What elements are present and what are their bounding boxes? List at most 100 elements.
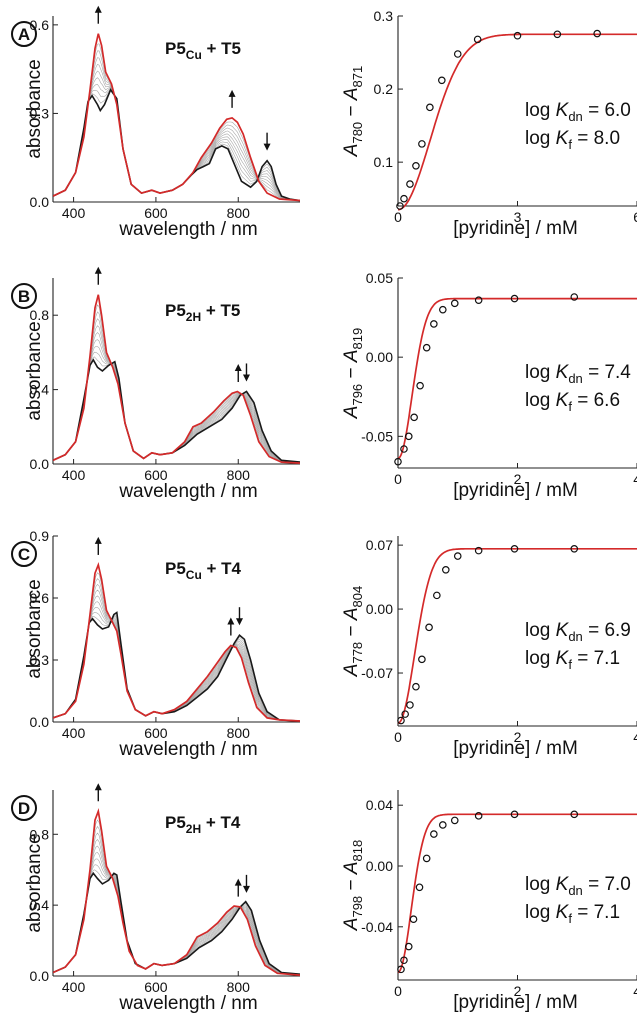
annotation: log Kdn = 7.4 bbox=[525, 362, 631, 386]
annot-value: 8.0 bbox=[594, 128, 620, 149]
y-tick-label: 0.00 bbox=[366, 858, 393, 874]
x-tick-label: 600 bbox=[144, 205, 168, 221]
y-tick-label: 0.3 bbox=[30, 105, 50, 121]
x-tick-label: 800 bbox=[227, 979, 251, 995]
annot-var: K bbox=[556, 390, 570, 411]
x-tick-label: 800 bbox=[227, 725, 251, 741]
intermediate-trace bbox=[53, 77, 300, 201]
annot-sub: dn bbox=[568, 883, 582, 898]
data-point bbox=[404, 432, 413, 441]
y-tick-label: 0.3 bbox=[30, 652, 50, 668]
arrow-down-icon bbox=[235, 607, 243, 626]
annot-var: K bbox=[556, 874, 570, 895]
ylabel-sub: 819 bbox=[350, 328, 365, 350]
data-point bbox=[394, 457, 402, 466]
annot-value: 6.0 bbox=[604, 100, 630, 121]
y-tick-label: 0.9 bbox=[30, 528, 50, 544]
data-point bbox=[426, 103, 434, 112]
y-tick-label: 0.0 bbox=[30, 456, 50, 472]
data-point bbox=[474, 546, 483, 555]
ylabel-var: A bbox=[341, 918, 362, 932]
data-point bbox=[430, 830, 438, 838]
annot-prefix: log bbox=[525, 100, 556, 121]
annot-value: 7.1 bbox=[594, 902, 620, 923]
annot-sub: dn bbox=[568, 629, 582, 644]
data-point bbox=[396, 202, 404, 210]
annot-sub: f bbox=[568, 137, 572, 152]
y-tick-label: 0.04 bbox=[366, 797, 393, 813]
y-axis-title: A780 − A871 bbox=[341, 66, 365, 157]
host-name: P5 bbox=[165, 813, 186, 832]
plus-sign: + bbox=[201, 813, 220, 832]
intermediate-trace bbox=[53, 88, 300, 201]
x-tick-label: 0 bbox=[394, 209, 402, 225]
host-subscript: 2H bbox=[186, 822, 201, 836]
spectrum-curves bbox=[53, 808, 300, 976]
data-point bbox=[439, 821, 447, 829]
y-axis-title: absorbance bbox=[24, 321, 45, 420]
ylabel-sub: 798 bbox=[350, 896, 365, 918]
x-tick-label: 3 bbox=[514, 209, 522, 225]
y-tick-label: 0.0 bbox=[30, 714, 50, 730]
y-axis-title: A778 − A804 bbox=[341, 586, 365, 677]
y-tick-label: 0.3 bbox=[374, 8, 394, 24]
annot-var: K bbox=[556, 902, 570, 923]
annot-eq: = bbox=[583, 100, 605, 121]
data-point bbox=[473, 35, 482, 44]
x-tick-label: 800 bbox=[227, 205, 251, 221]
spectrum-curves bbox=[53, 294, 300, 464]
arrow-up-icon bbox=[227, 617, 235, 636]
annot-eq: = bbox=[572, 648, 594, 669]
annot-eq: = bbox=[583, 620, 605, 641]
data-point bbox=[412, 682, 420, 691]
x-tick-label: 400 bbox=[62, 467, 86, 483]
y-tick-label: 0.6 bbox=[30, 17, 50, 33]
data-point bbox=[438, 76, 446, 85]
data-point bbox=[439, 305, 447, 314]
data-point bbox=[450, 816, 459, 825]
data-point bbox=[397, 965, 405, 974]
ylabel-var: A bbox=[341, 349, 362, 363]
annot-eq: = bbox=[572, 128, 594, 149]
data-point bbox=[406, 180, 414, 188]
arrow-down-icon bbox=[263, 132, 271, 151]
annotation: log Kdn = 6.0 bbox=[525, 100, 631, 124]
ylabel-var: A bbox=[341, 406, 362, 420]
intermediate-trace bbox=[53, 612, 300, 722]
y-tick-label: 0.00 bbox=[366, 601, 393, 617]
y-tick-label: 0.2 bbox=[374, 81, 394, 97]
data-point bbox=[510, 810, 519, 819]
intermediate-trace bbox=[53, 578, 300, 722]
guest-name: T5 bbox=[221, 301, 241, 320]
data-point bbox=[416, 381, 424, 390]
y-axis-title: absorbance bbox=[24, 579, 45, 678]
plus-sign: + bbox=[202, 39, 221, 58]
annotation: log Kf = 7.1 bbox=[525, 648, 620, 672]
data-point bbox=[474, 812, 483, 820]
end-spectrum-line bbox=[53, 33, 300, 202]
ylabel-var: A bbox=[341, 861, 362, 875]
ylabel-var: A bbox=[341, 607, 362, 621]
data-point bbox=[513, 31, 522, 40]
x-tick-label: 4 bbox=[633, 983, 637, 999]
y-tick-label: -0.04 bbox=[361, 919, 393, 935]
data-point bbox=[425, 623, 433, 632]
data-point bbox=[400, 445, 408, 453]
data-point bbox=[433, 591, 441, 600]
data-point bbox=[430, 320, 438, 328]
annot-var: K bbox=[556, 620, 570, 641]
y-axis-title: absorbance bbox=[24, 833, 45, 932]
annot-eq: = bbox=[583, 874, 605, 895]
annot-prefix: log bbox=[525, 902, 556, 923]
ylabel-sub: 778 bbox=[350, 642, 365, 664]
x-tick-label: 0 bbox=[394, 471, 402, 487]
spectrum-curves bbox=[53, 562, 300, 722]
data-point bbox=[510, 294, 519, 303]
ylabel-sub: 818 bbox=[350, 840, 365, 862]
x-axis-title: [pyridine] / mM bbox=[453, 480, 578, 501]
y-tick-label: 0.8 bbox=[30, 826, 50, 842]
arrow-down-icon bbox=[242, 363, 250, 382]
data-point bbox=[415, 883, 424, 892]
